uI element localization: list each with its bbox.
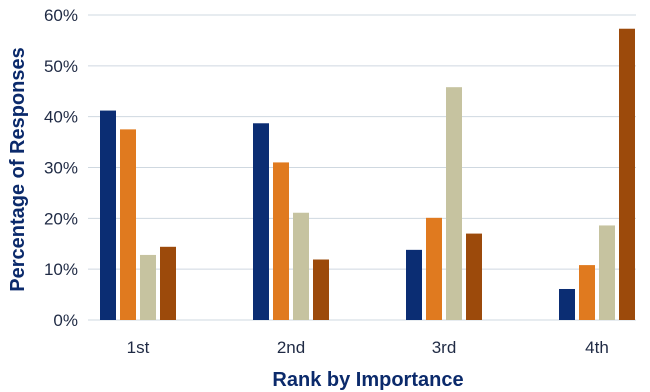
y-tick-label: 40% bbox=[44, 108, 78, 127]
x-axis-title: Rank by Importance bbox=[272, 369, 463, 391]
bar-2nd-series-4 bbox=[313, 259, 329, 320]
y-tick-label: 0% bbox=[53, 311, 78, 330]
y-axis-ticks: 0% 10% 20% 30% 40% 50% 60% bbox=[44, 6, 78, 330]
bar-2nd-series-2 bbox=[273, 162, 289, 320]
bar-2nd-series-3 bbox=[293, 212, 309, 320]
bar-1st-series-2 bbox=[120, 129, 136, 320]
x-tick-label: 2nd bbox=[277, 338, 305, 357]
y-axis-title: Percentage of Responses bbox=[7, 47, 29, 292]
bar-3rd-series-3 bbox=[446, 87, 462, 320]
bar-1st-series-4 bbox=[160, 246, 176, 320]
bar-3rd-series-4 bbox=[466, 233, 482, 320]
y-tick-label: 30% bbox=[44, 159, 78, 178]
bar-4th-series-4 bbox=[619, 28, 635, 320]
y-tick-label: 10% bbox=[44, 260, 78, 279]
x-tick-label: 4th bbox=[585, 338, 609, 357]
bar-4th-series-1 bbox=[559, 288, 575, 320]
y-tick-label: 20% bbox=[44, 209, 78, 228]
x-tick-label: 3rd bbox=[432, 338, 457, 357]
y-tick-label: 60% bbox=[44, 6, 78, 25]
y-tick-label: 50% bbox=[44, 57, 78, 76]
x-tick-label: 1st bbox=[127, 338, 150, 357]
bars bbox=[100, 28, 635, 321]
bar-1st-series-3 bbox=[140, 254, 156, 320]
gridlines bbox=[88, 14, 636, 321]
bar-3rd-series-2 bbox=[426, 217, 442, 320]
bar-4th-series-2 bbox=[579, 265, 595, 320]
bar-2nd-series-1 bbox=[253, 123, 269, 321]
bar-3rd-series-1 bbox=[406, 249, 422, 320]
x-axis-ticks: 1st 2nd 3rd 4th bbox=[127, 338, 609, 357]
bar-4th-series-3 bbox=[599, 225, 615, 320]
bar-1st-series-1 bbox=[100, 110, 116, 320]
